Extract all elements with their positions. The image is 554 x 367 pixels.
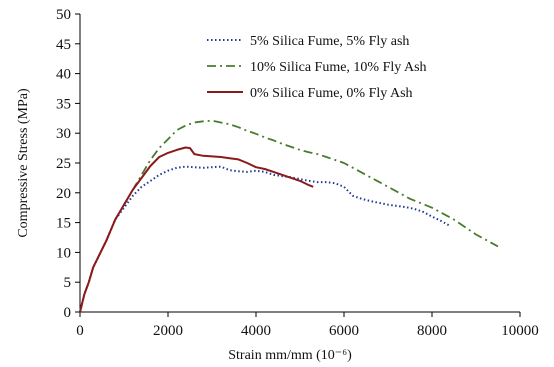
legend-label-2: 10% Silica Fume, 10% Fly Ash [250, 60, 427, 75]
series-line-1 [79, 165, 451, 313]
y-tick-label: 50 [56, 7, 71, 23]
y-tick-label: 35 [56, 96, 71, 112]
y-tick-label: 30 [56, 126, 71, 142]
y-tick-label: 45 [56, 37, 71, 53]
x-tick-label: 4000 [241, 323, 271, 339]
legend: 5% Silica Fume, 5% Fly ash 10% Silica Fum… [207, 34, 427, 101]
axes [79, 14, 520, 313]
legend-label-3: 0% Silica Fume, 0% Fly Ash [250, 86, 413, 101]
x-axis-title: Strain mm/mm (10⁻⁶) [228, 348, 352, 363]
y-tick-label: 40 [56, 67, 71, 83]
x-tick-label: 0 [76, 323, 84, 339]
series-line-3 [79, 146, 314, 313]
tick-marks [75, 13, 521, 317]
y-axis-title: Compressive Stress (MPa) [16, 88, 31, 238]
y-tick-label: 0 [64, 305, 72, 321]
y-tick-label: 20 [56, 186, 71, 202]
y-tick-label: 25 [56, 156, 71, 172]
x-tick-label: 10000 [501, 323, 539, 339]
y-tick-label: 10 [56, 245, 71, 261]
x-tick-label: 8000 [417, 323, 447, 339]
y-tick-label: 15 [56, 216, 71, 232]
x-tick-label: 2000 [153, 323, 183, 339]
y-tick-label: 5 [64, 275, 72, 291]
x-tick-label: 6000 [329, 323, 359, 339]
legend-label-1: 5% Silica Fume, 5% Fly ash [250, 34, 409, 49]
series-lines [79, 119, 499, 313]
series-line-2 [79, 119, 499, 313]
tick-labels: 0 5 10 15 20 25 30 35 40 45 50 0 2000 4000 6000 8000 100… [56, 7, 539, 339]
